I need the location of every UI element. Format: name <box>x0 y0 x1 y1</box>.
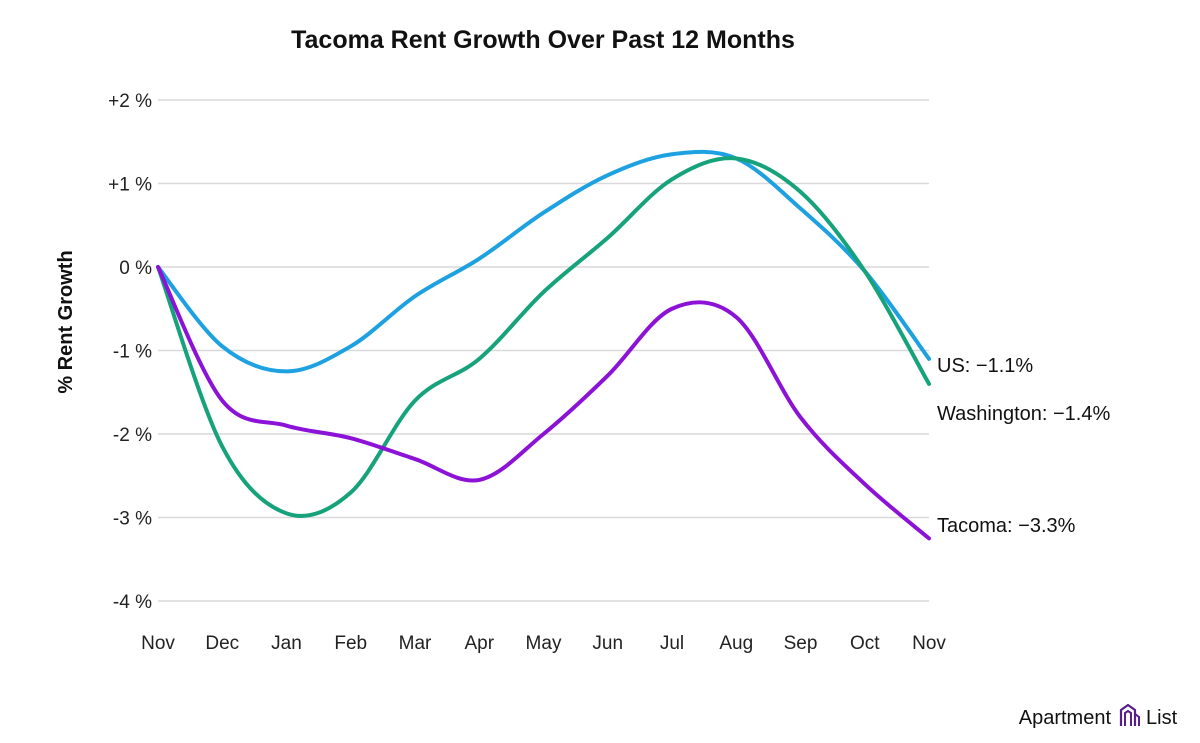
series-end-label-washington: Washington: −1.4% <box>937 403 1110 425</box>
x-tick-label: Aug <box>719 633 753 654</box>
y-tick-label: +2 % <box>108 91 152 112</box>
x-tick-label: Apr <box>464 633 494 654</box>
x-tick-label: Oct <box>850 633 880 654</box>
grid-lines <box>158 99 929 602</box>
apartment-list-brand[interactable]: Apartment List <box>1019 703 1178 729</box>
x-tick-label: May <box>526 633 562 654</box>
chart-title: Tacoma Rent Growth Over Past 12 Months <box>291 26 795 54</box>
x-tick-label: Sep <box>784 633 818 654</box>
series-line-washington <box>156 156 931 518</box>
x-tick-label: Feb <box>334 633 367 654</box>
y-tick-label: -4 % <box>113 592 152 613</box>
series-end-label-tacoma: Tacoma: −3.3% <box>937 515 1076 537</box>
series-line-tacoma <box>156 265 931 541</box>
y-axis-label: % Rent Growth <box>55 250 77 393</box>
series-lines <box>156 149 931 541</box>
series-end-label-us: US: −1.1% <box>937 355 1033 377</box>
x-tick-label: Nov <box>141 633 175 654</box>
y-tick-label: -1 % <box>113 342 152 363</box>
x-tick-label: Jul <box>660 633 684 654</box>
y-tick-label: +1 % <box>108 175 152 196</box>
brand-name-right: List <box>1146 707 1178 729</box>
x-tick-labels: Nov Dec Jan Feb Mar Apr May Jun Jul Aug Sep Oct Nov <box>141 633 946 654</box>
series-end-labels: US: −1.1% Washington: −1.4% Tacoma: −3.3% <box>937 355 1110 537</box>
y-tick-labels: +2 % +1 % 0 % -1 % -2 % -3 % -4 % <box>108 91 152 613</box>
x-tick-label: Jan <box>271 633 302 654</box>
x-tick-label: Nov <box>912 633 946 654</box>
y-tick-label: -2 % <box>113 425 152 446</box>
y-tick-label: -3 % <box>113 509 152 530</box>
brand-name-left: Apartment <box>1019 707 1112 729</box>
x-tick-label: Jun <box>592 633 623 654</box>
apartment-list-logo-icon <box>1119 703 1140 726</box>
x-tick-label: Dec <box>205 633 239 654</box>
y-tick-label: 0 % <box>119 258 152 279</box>
series-line-us <box>156 149 931 374</box>
x-tick-label: Mar <box>399 633 432 654</box>
